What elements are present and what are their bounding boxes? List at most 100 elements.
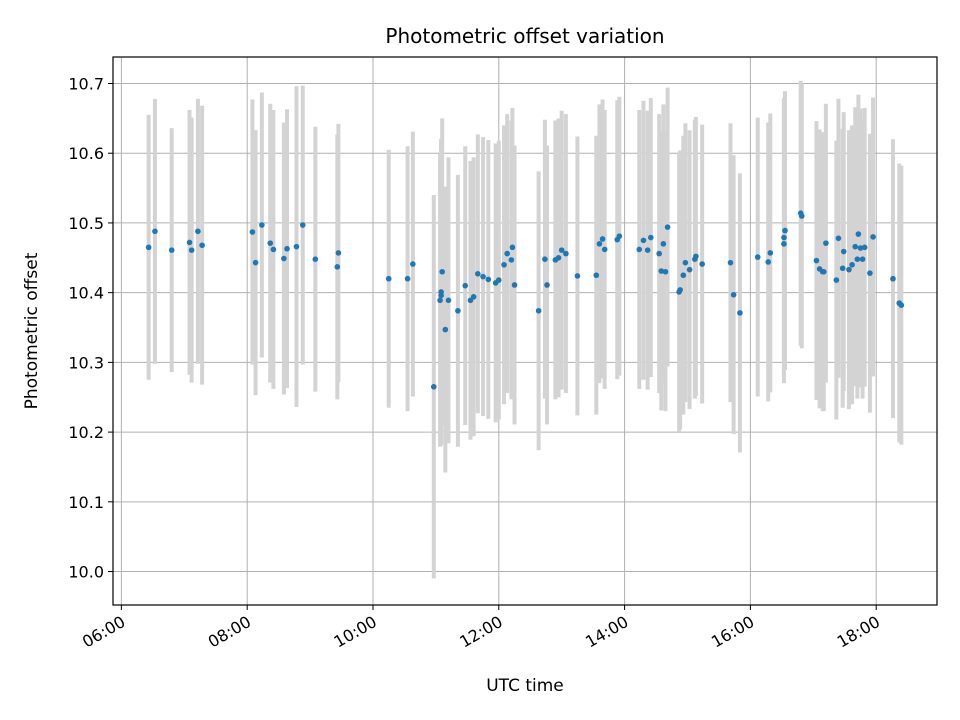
- data-point: [249, 229, 256, 235]
- data-point: [765, 259, 772, 265]
- data-point: [259, 222, 265, 228]
- data-point: [727, 259, 734, 266]
- data-point: [430, 383, 437, 390]
- data-point: [898, 302, 905, 309]
- data-point: [145, 244, 152, 251]
- data-point: [839, 265, 846, 272]
- data-point: [849, 261, 855, 268]
- data-point: [404, 275, 411, 282]
- data-point: [509, 244, 516, 251]
- data-point: [636, 246, 643, 253]
- data-point: [508, 257, 515, 263]
- data-point: [475, 271, 481, 277]
- data-point: [270, 246, 277, 253]
- data-point: [833, 277, 840, 283]
- data-point: [855, 231, 862, 237]
- data-point: [299, 222, 306, 228]
- data-point: [410, 261, 416, 267]
- data-point: [574, 273, 581, 279]
- data-point: [644, 247, 651, 253]
- data-point: [385, 275, 392, 282]
- y-axis-label: Photometric offset: [22, 252, 42, 409]
- data-point: [281, 255, 287, 262]
- data-point: [852, 243, 859, 250]
- data-point: [470, 294, 477, 300]
- y-tick-label: 10.1: [68, 493, 104, 512]
- data-point: [867, 270, 873, 276]
- data-point: [511, 282, 518, 288]
- data-point: [442, 326, 449, 333]
- data-point: [767, 250, 774, 256]
- data-point: [820, 268, 827, 275]
- data-point: [293, 243, 300, 250]
- data-point: [813, 257, 820, 264]
- data-point: [542, 256, 548, 262]
- data-point: [437, 297, 443, 304]
- grid-lines: [113, 57, 937, 605]
- data-point: [558, 247, 565, 253]
- x-axis-label: UTC time: [486, 676, 564, 696]
- data-point: [599, 236, 606, 242]
- data-point: [699, 261, 705, 267]
- data-point: [677, 287, 683, 293]
- data-point: [480, 273, 486, 280]
- data-point: [334, 264, 341, 270]
- data-point: [267, 240, 274, 246]
- data-point: [656, 250, 662, 257]
- y-tick-label: 10.4: [68, 284, 104, 303]
- data-point: [870, 234, 876, 240]
- data-point: [593, 272, 600, 279]
- data-point: [563, 250, 569, 257]
- data-point: [662, 268, 669, 275]
- data-point: [312, 256, 319, 262]
- data-point: [495, 277, 502, 283]
- data-point: [640, 237, 647, 244]
- data-point: [462, 282, 469, 289]
- data-point: [199, 242, 205, 249]
- data-point: [737, 310, 743, 316]
- data-point: [455, 307, 461, 314]
- data-point: [754, 254, 761, 260]
- data-point: [186, 239, 193, 246]
- data-point: [658, 268, 665, 274]
- data-point: [284, 245, 290, 252]
- data-point: [782, 227, 788, 234]
- axis-ticks: [108, 82, 877, 610]
- data-point: [596, 241, 603, 247]
- data-points: [145, 210, 905, 390]
- data-point: [535, 307, 542, 314]
- data-point: [616, 233, 623, 239]
- data-point: [798, 213, 805, 219]
- data-point: [781, 234, 787, 241]
- data-point: [252, 259, 259, 266]
- data-point: [601, 246, 608, 253]
- data-point: [555, 254, 562, 261]
- data-point: [686, 266, 693, 273]
- y-tick-label: 10.6: [68, 144, 104, 163]
- data-point: [781, 241, 787, 247]
- data-point: [857, 245, 864, 251]
- y-tick-label: 10.7: [68, 74, 104, 93]
- plot-frame: [112, 56, 938, 606]
- data-point: [544, 282, 550, 288]
- data-point: [730, 291, 737, 298]
- data-point: [680, 272, 687, 279]
- y-tick-label: 10.3: [68, 353, 104, 372]
- data-point: [152, 228, 158, 235]
- data-point: [501, 261, 507, 268]
- data-point: [682, 259, 689, 266]
- chart-title: Photometric offset variation: [385, 24, 664, 48]
- y-tick-label: 10.5: [68, 214, 104, 233]
- data-point: [664, 224, 671, 230]
- data-point: [195, 228, 201, 235]
- data-point: [835, 235, 842, 242]
- data-point: [438, 289, 444, 295]
- data-point: [693, 253, 699, 260]
- data-point: [890, 275, 896, 282]
- data-point: [660, 241, 667, 247]
- data-point: [439, 268, 445, 275]
- data-point: [859, 256, 866, 262]
- data-point: [188, 247, 195, 253]
- data-point: [854, 256, 861, 262]
